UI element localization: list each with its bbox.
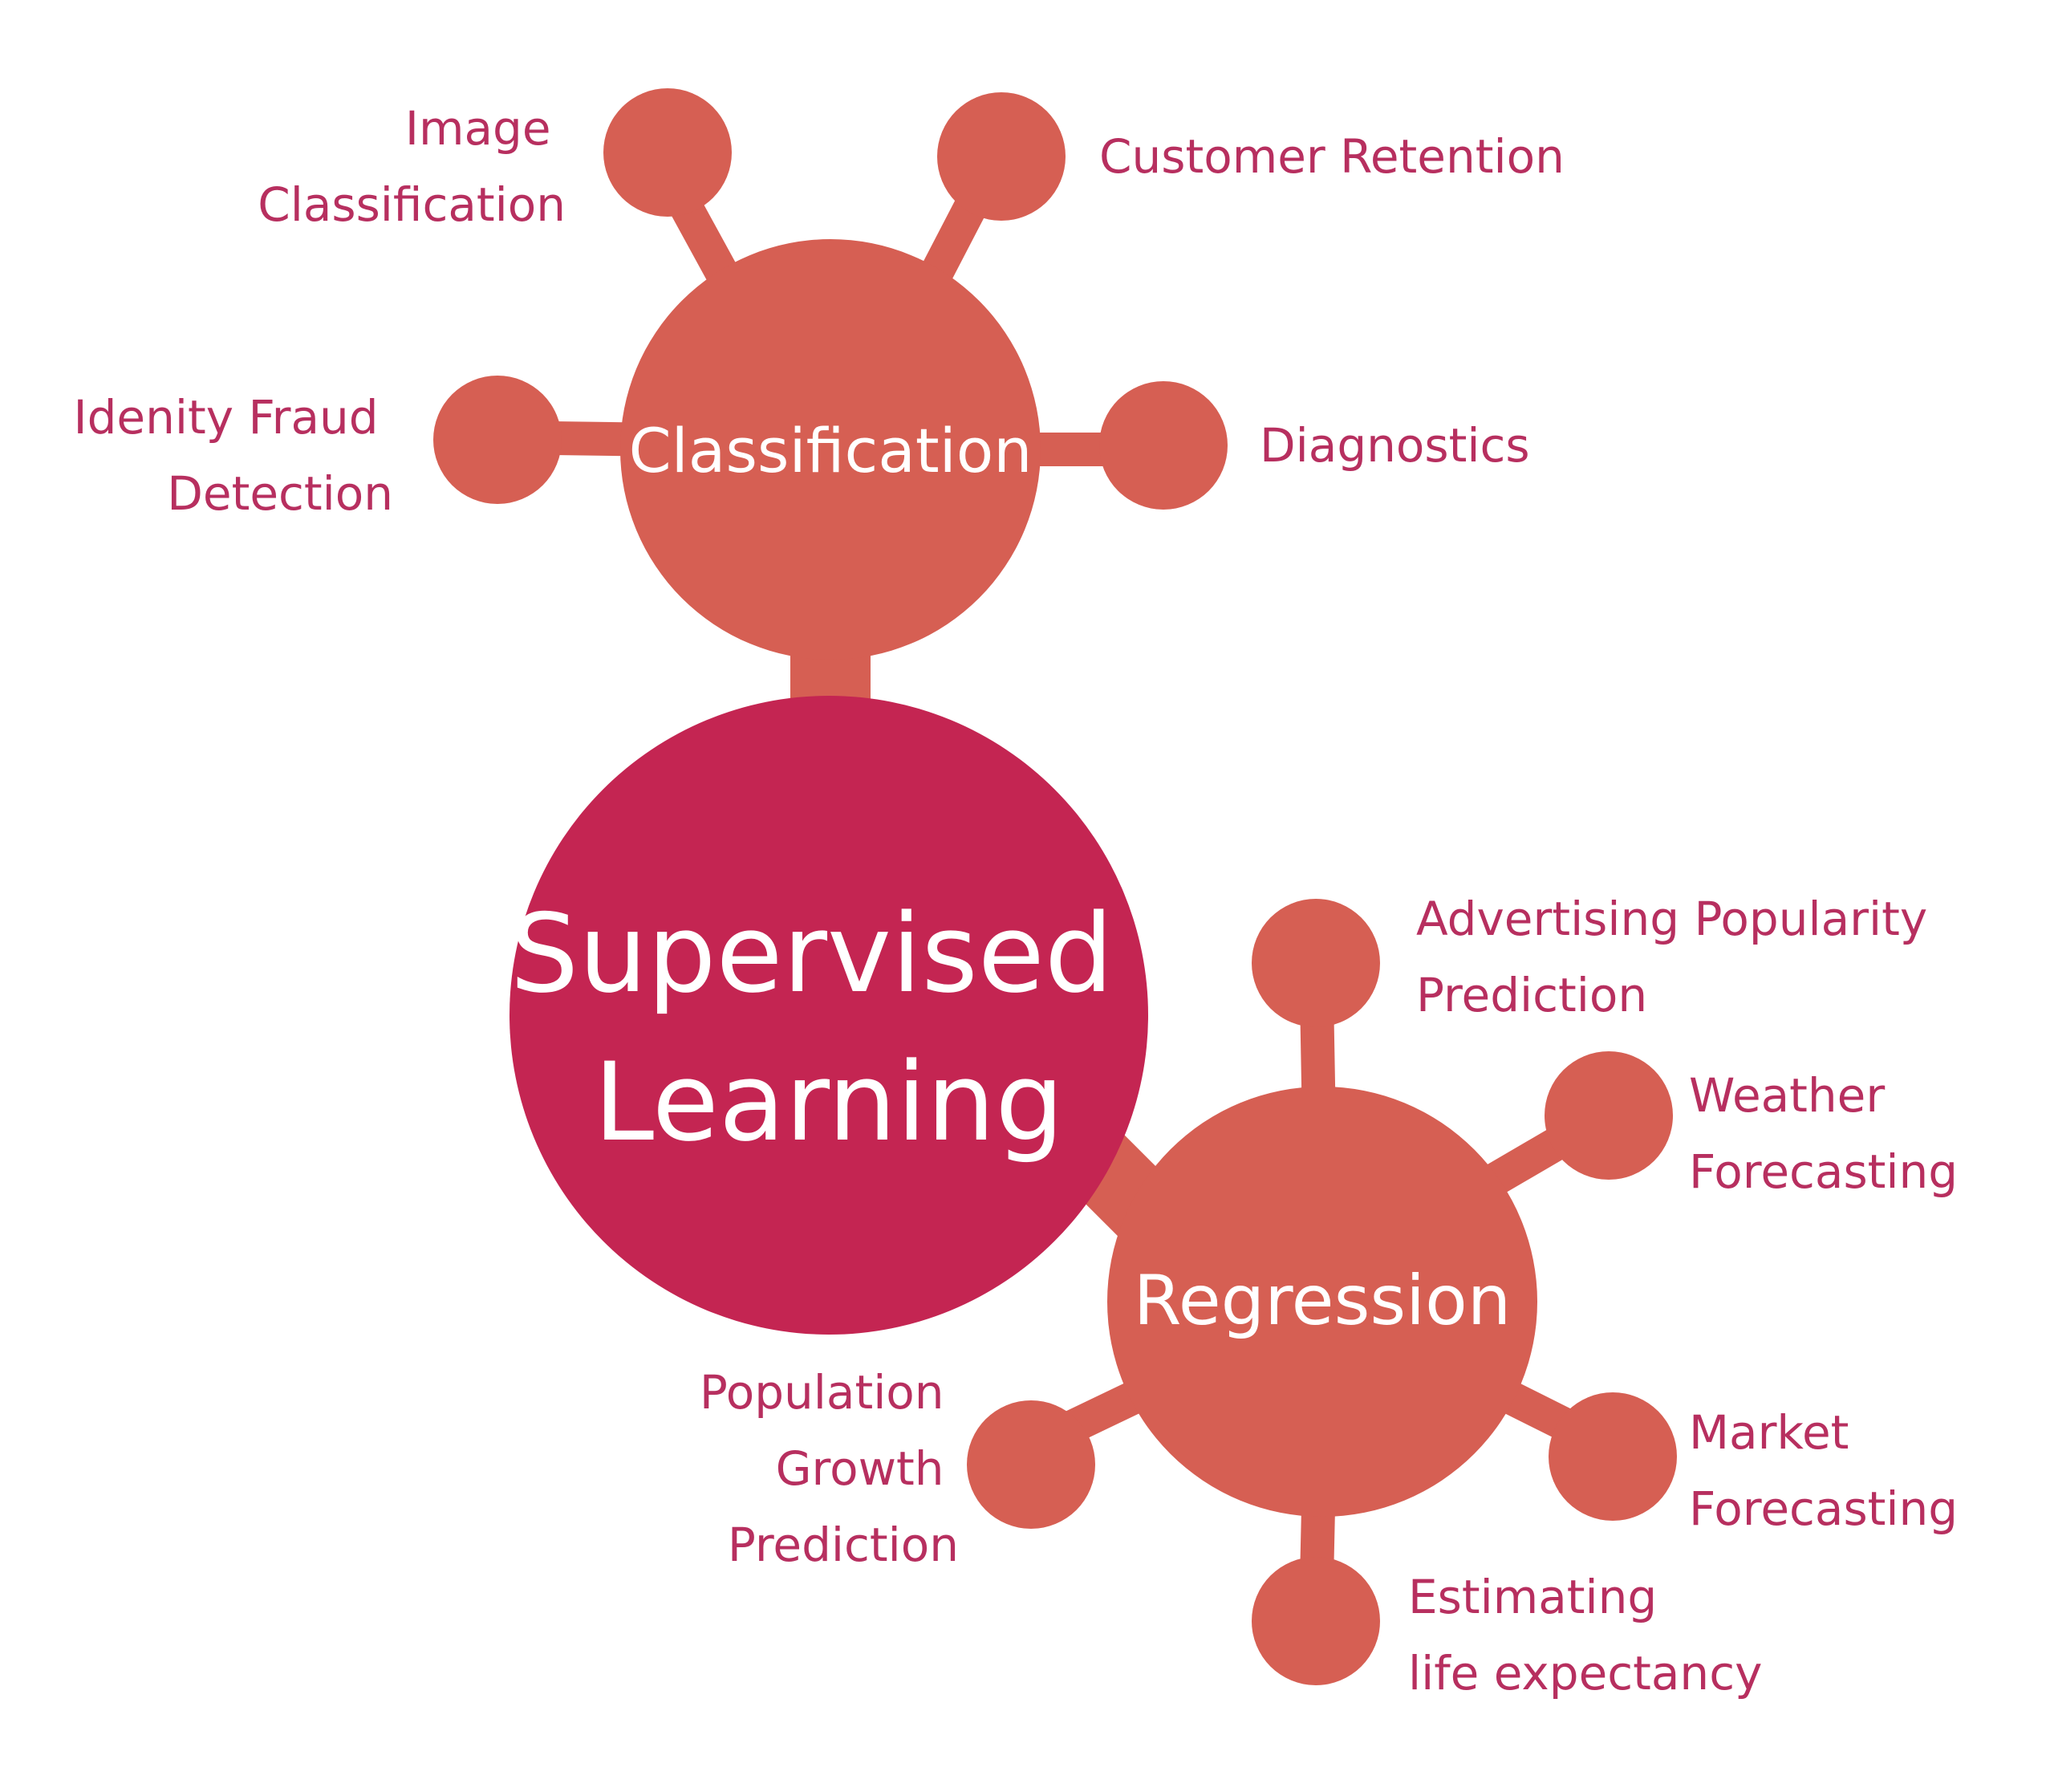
label-image-classification: Image Classification bbox=[258, 101, 566, 232]
label-image-classification-line-2: Classification bbox=[258, 177, 566, 232]
label-identity-fraud-line-1: Idenity Fraud bbox=[73, 390, 378, 445]
label-life-expectancy-line-1: Estimating bbox=[1408, 1570, 1657, 1624]
hub-regression bbox=[1107, 1087, 1537, 1517]
node-advertising-popularity bbox=[1252, 899, 1380, 1027]
label-market-forecasting-line-2: Forecasting bbox=[1689, 1481, 1958, 1536]
node-market-forecasting bbox=[1549, 1392, 1677, 1521]
node-image-classification bbox=[603, 88, 732, 217]
node-diagnostics bbox=[1099, 381, 1228, 510]
center-label-line-2: Learning bbox=[594, 1039, 1064, 1165]
label-market-forecasting: Market Forecasting bbox=[1689, 1405, 1958, 1536]
label-identity-fraud: Idenity Fraud Detection bbox=[73, 390, 393, 521]
label-weather-forecasting-line-2: Forecasting bbox=[1689, 1144, 1958, 1199]
label-identity-fraud-line-2: Detection bbox=[167, 466, 393, 521]
node-weather-forecasting bbox=[1545, 1051, 1673, 1180]
regression-label: Regression bbox=[1134, 1261, 1511, 1341]
center-node bbox=[509, 696, 1148, 1335]
label-advertising-popularity-line-1: Advertising Popularity bbox=[1416, 892, 1927, 946]
hub-classification bbox=[620, 239, 1041, 660]
label-customer-retention-line-1: Customer Retention bbox=[1099, 129, 1565, 184]
label-advertising-popularity: Advertising Popularity Prediction bbox=[1416, 892, 1942, 1022]
label-weather-forecasting-line-1: Weather bbox=[1689, 1068, 1885, 1123]
center-label-line-1: Supervised bbox=[510, 891, 1114, 1017]
node-life-expectancy bbox=[1252, 1557, 1380, 1685]
label-image-classification-line-1: Image bbox=[405, 101, 551, 156]
label-life-expectancy-line-2: life expectancy bbox=[1408, 1646, 1762, 1701]
classification-label: Classification bbox=[629, 415, 1033, 486]
node-customer-retention bbox=[937, 92, 1066, 221]
node-population-growth bbox=[967, 1400, 1095, 1529]
label-diagnostics: Diagnostics bbox=[1260, 418, 1530, 473]
label-population-growth: Population Growth Prediction bbox=[700, 1365, 959, 1572]
label-customer-retention: Customer Retention bbox=[1099, 129, 1565, 184]
center-label: Supervised Learning bbox=[510, 891, 1148, 1165]
label-population-growth-line-1: Population bbox=[700, 1365, 944, 1420]
label-weather-forecasting: Weather Forecasting bbox=[1689, 1068, 1958, 1199]
label-population-growth-line-2: Growth bbox=[776, 1441, 944, 1496]
label-population-growth-line-3: Prediction bbox=[728, 1518, 959, 1572]
leaf-nodes bbox=[433, 88, 1677, 1685]
label-life-expectancy: Estimating life expectancy bbox=[1408, 1570, 1762, 1701]
label-market-forecasting-line-1: Market bbox=[1689, 1405, 1849, 1460]
label-advertising-popularity-line-2: Prediction bbox=[1416, 968, 1647, 1022]
label-diagnostics-line-1: Diagnostics bbox=[1260, 418, 1530, 473]
node-identity-fraud bbox=[433, 376, 562, 504]
